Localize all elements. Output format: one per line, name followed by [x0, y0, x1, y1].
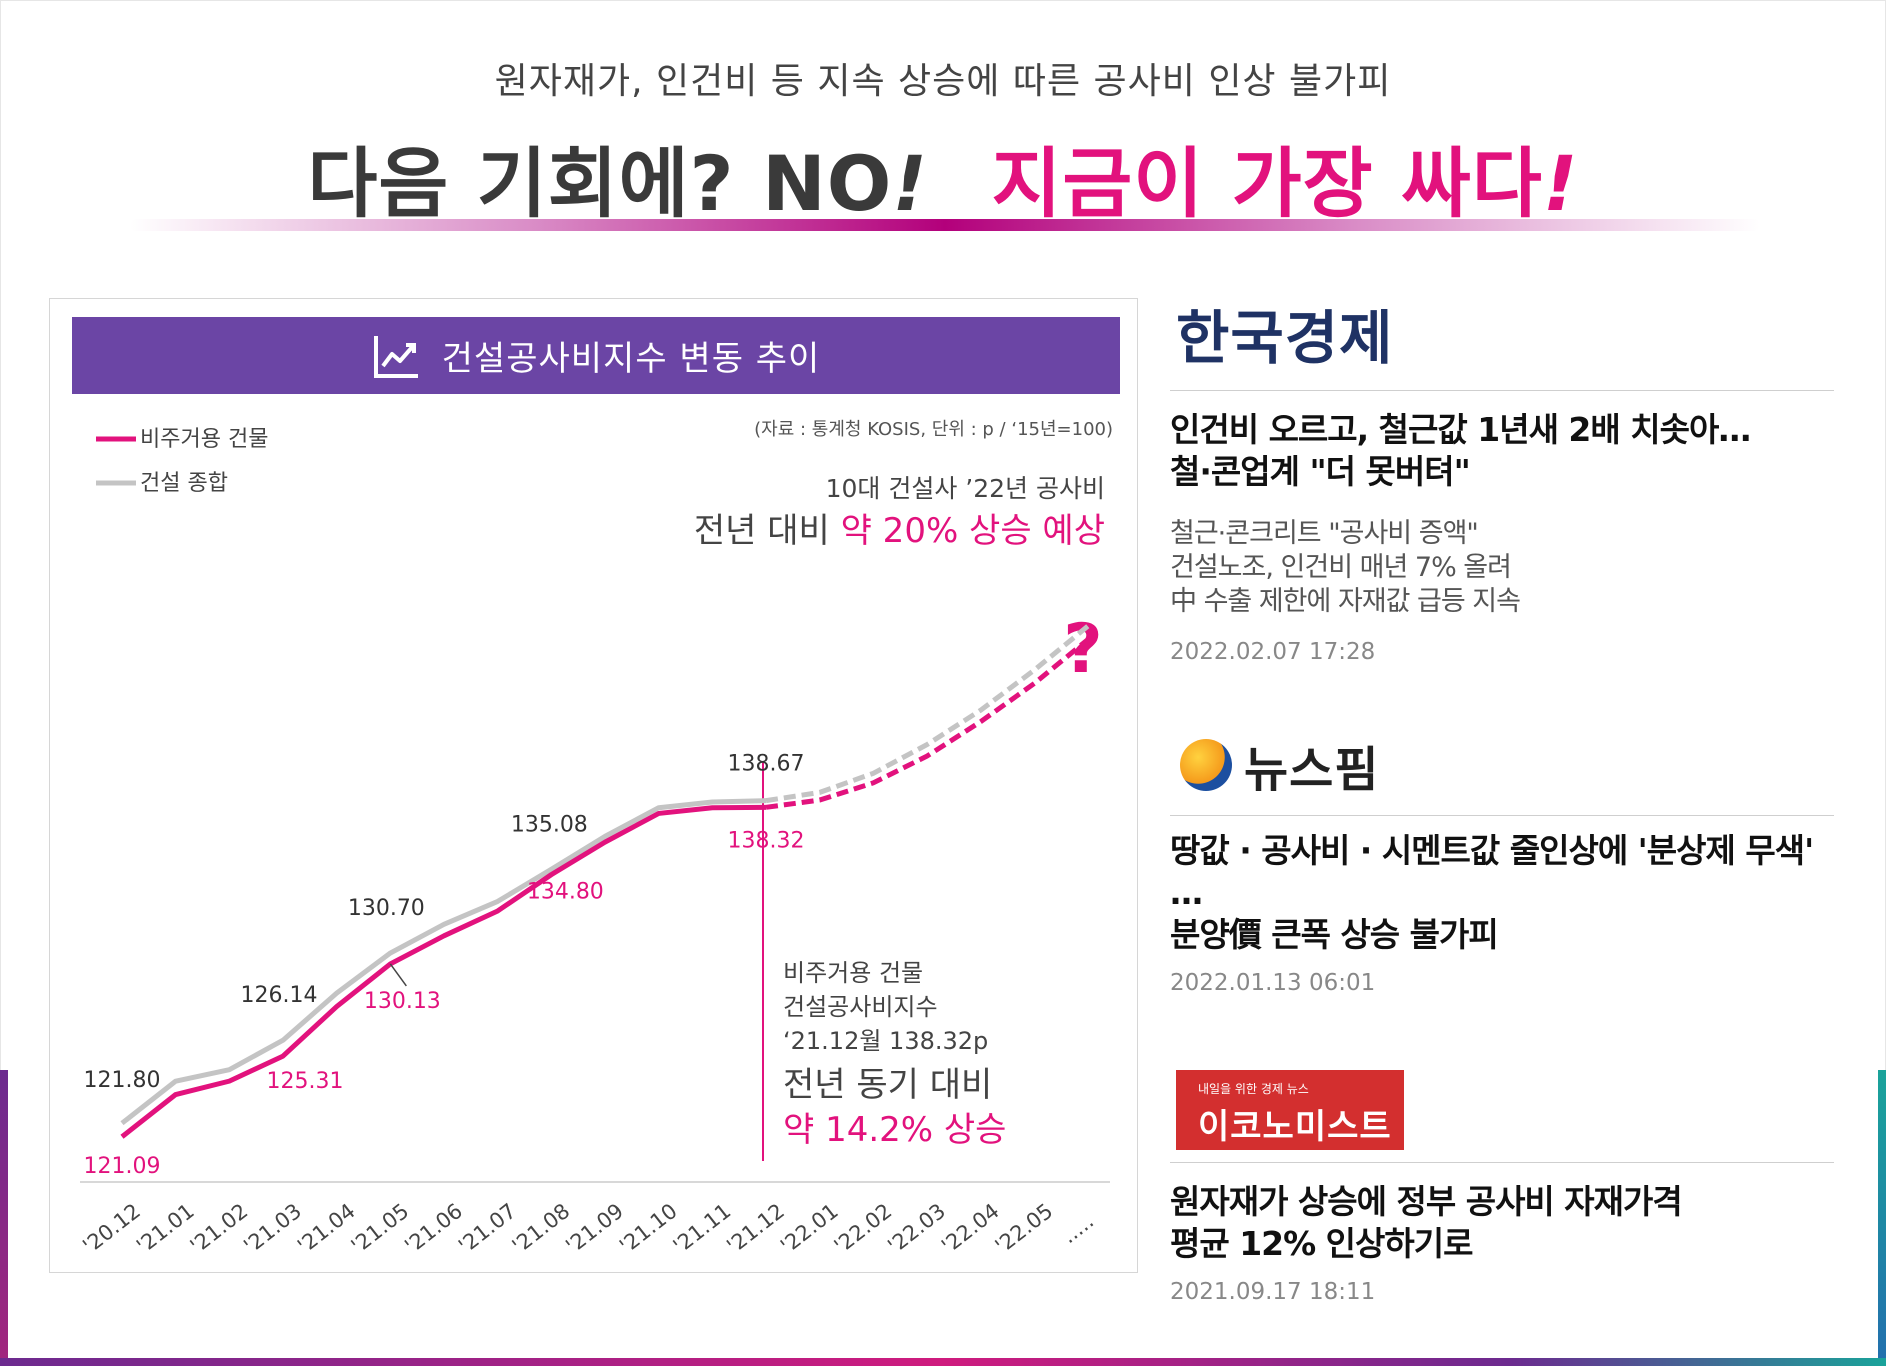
news-1-headline-line1[interactable]: 인건비 오르고, 철근값 1년새 2배 치솟아…: [1170, 410, 1751, 449]
callout-line4: 전년 동기 대비: [783, 1065, 992, 1105]
forecast-prefix: 전년 대비: [694, 511, 830, 551]
data-label: 135.08: [511, 812, 588, 837]
data-label: 130.70: [348, 896, 425, 921]
callout-line1: 비주거용 건물: [783, 959, 923, 987]
news-divider: [1170, 390, 1834, 391]
series-projection: [765, 624, 1090, 804]
x-tick-label: '21.09: [561, 1199, 628, 1258]
chart-source-note: (자료 : 통계청 KOSIS, 단위 : p / ‘15년=100): [754, 419, 1113, 440]
data-label: 134.80: [527, 880, 604, 905]
chart-panel: 건설공사비지수 변동 추이 비주거용 건물 건설 종합 (자료 : 통계청 KOS…: [49, 298, 1138, 1273]
data-label: 138.32: [728, 828, 805, 853]
data-label: 138.67: [728, 752, 805, 777]
economist-logo: 내일을 위한 경제 뉴스 이코노미스트: [1176, 1070, 1404, 1150]
x-tick-label: '22.04: [937, 1199, 1004, 1258]
data-label: 121.80: [84, 1068, 161, 1093]
x-tick-label: '20.12: [78, 1199, 145, 1258]
label-leader-tick: [389, 963, 407, 987]
x-tick-label: '21.03: [239, 1199, 306, 1258]
x-tick-label: '21.12: [722, 1199, 789, 1258]
right-accent-bar: [1878, 1070, 1886, 1366]
x-tick-label: '21.04: [293, 1199, 360, 1258]
forecast-line2: 전년 대비 약 20% 상승 예상: [694, 511, 1105, 551]
economist-logo-text: 이코노미스트: [1198, 1107, 1392, 1147]
news-divider: [1170, 815, 1834, 816]
economist-logo-tagline: 내일을 위한 경제 뉴스: [1198, 1082, 1309, 1096]
news-divider: [1170, 1162, 1834, 1163]
hankyung-logo: 한국경제: [1176, 304, 1394, 372]
forecast-line1: 10대 건설사 ’22년 공사비: [826, 474, 1105, 503]
x-tick-label: '21.06: [400, 1199, 467, 1258]
headline-dark: 다음 기회에? NO!: [308, 139, 929, 228]
series-line: [120, 798, 767, 1126]
news-2-headline-line1[interactable]: 땅값 · 공사비 · 시멘트값 줄인상에 '분상제 무색' …: [1170, 831, 1814, 912]
chart-title-banner: 건설공사비지수 변동 추이: [72, 317, 1120, 394]
x-tick-label: '21.10: [615, 1199, 682, 1258]
news-1-body-line3: 中 수출 제한에 자재값 급등 지속: [1170, 586, 1521, 617]
legend-label: 건설 종합: [140, 471, 228, 496]
chart-x-tick-labels: '20.12'21.01'21.02'21.03'21.04'21.05'21.…: [78, 1199, 1098, 1258]
forecast-question-mark: ?: [1063, 610, 1102, 689]
x-tick-label: '22.03: [883, 1199, 950, 1258]
newspim-logo-icon: [1180, 739, 1232, 791]
page-header: 원자재가, 인건비 등 지속 상승에 따른 공사비 인상 불가피 다음 기회에?…: [0, 52, 1886, 232]
callout-line2: 건설공사비지수: [783, 993, 938, 1021]
headline-dark-text: 다음 기회에? NO: [307, 139, 893, 228]
series-projection: [765, 637, 1090, 810]
x-tick-label: '22.05: [991, 1199, 1058, 1258]
bottom-gradient-bar: [0, 1358, 1886, 1366]
data-label: 125.31: [267, 1069, 344, 1094]
newspim-logo: 뉴스핌: [1170, 715, 1834, 815]
news-1-headline-line2[interactable]: 철·콘업계 "더 못버텨": [1170, 452, 1471, 491]
series-line: [120, 804, 767, 1139]
x-tick-label: '22.01: [776, 1199, 843, 1258]
news-1-date: 2022.02.07 17:28: [1170, 639, 1376, 665]
data-label: 121.09: [84, 1154, 161, 1179]
legend-label: 비주거용 건물: [140, 427, 268, 452]
x-tick-label: '21.05: [347, 1199, 414, 1258]
news-column: 한국경제 인건비 오르고, 철근값 1년새 2배 치솟아… 철·콘업계 "더 못…: [1170, 300, 1834, 1305]
left-accent-bar: [0, 1070, 8, 1366]
page-headline: 다음 기회에? NO! 지금이 가장 싸다!: [0, 122, 1886, 232]
x-tick-label: '22.02: [830, 1199, 897, 1258]
callout-line3: ‘21.12월 138.32p: [783, 1027, 988, 1055]
news-1-body-line2: 건설노조, 인건비 매년 7% 올려: [1170, 552, 1512, 583]
header-gradient-rule: [130, 219, 1760, 231]
news-3-headline-line1[interactable]: 원자재가 상승에 정부 공사비 자재가격: [1170, 1182, 1683, 1221]
x-tick-label: '21.08: [508, 1199, 575, 1258]
news-2-headline-line2[interactable]: 분양價 큰폭 상승 불가피: [1170, 915, 1499, 954]
x-tick-label: .....: [1057, 1209, 1098, 1248]
x-tick-label: '21.02: [186, 1199, 253, 1258]
news-3-headline-line2[interactable]: 평균 12% 인상하기로: [1170, 1224, 1474, 1263]
forecast-highlight: 약 20% 상승 예상: [841, 511, 1105, 551]
data-label: 126.14: [241, 983, 318, 1008]
x-tick-label: '21.01: [132, 1199, 199, 1258]
page-subtitle: 원자재가, 인건비 등 지속 상승에 따른 공사비 인상 불가피: [494, 61, 1392, 102]
headline-dark-bang: !: [892, 139, 928, 228]
headline-pink: 지금이 가장 싸다!: [991, 139, 1578, 228]
x-tick-label: '21.11: [669, 1199, 736, 1258]
headline-pink-text: 지금이 가장 싸다: [991, 139, 1543, 228]
news-1-body-line1: 철근·콘크리트 "공사비 증액": [1170, 518, 1479, 549]
chart-title: 건설공사비지수 변동 추이: [441, 339, 821, 379]
newspim-logo-text: 뉴스핌: [1244, 742, 1380, 798]
news-3-date: 2021.09.17 18:11: [1170, 1279, 1376, 1305]
trending-chart-icon: [373, 335, 418, 378]
chart-series-group: [120, 624, 1090, 1139]
x-tick-label: '21.07: [454, 1199, 521, 1258]
callout-line5: 약 14.2% 상승: [783, 1110, 1006, 1150]
chart-data-labels: 121.09 125.31 130.13 134.80 138.32 121.80 126.…: [84, 752, 805, 1179]
news-2-date: 2022.01.13 06:01: [1170, 970, 1376, 996]
data-label: 130.13: [364, 989, 441, 1014]
headline-pink-bang: !: [1542, 139, 1579, 228]
